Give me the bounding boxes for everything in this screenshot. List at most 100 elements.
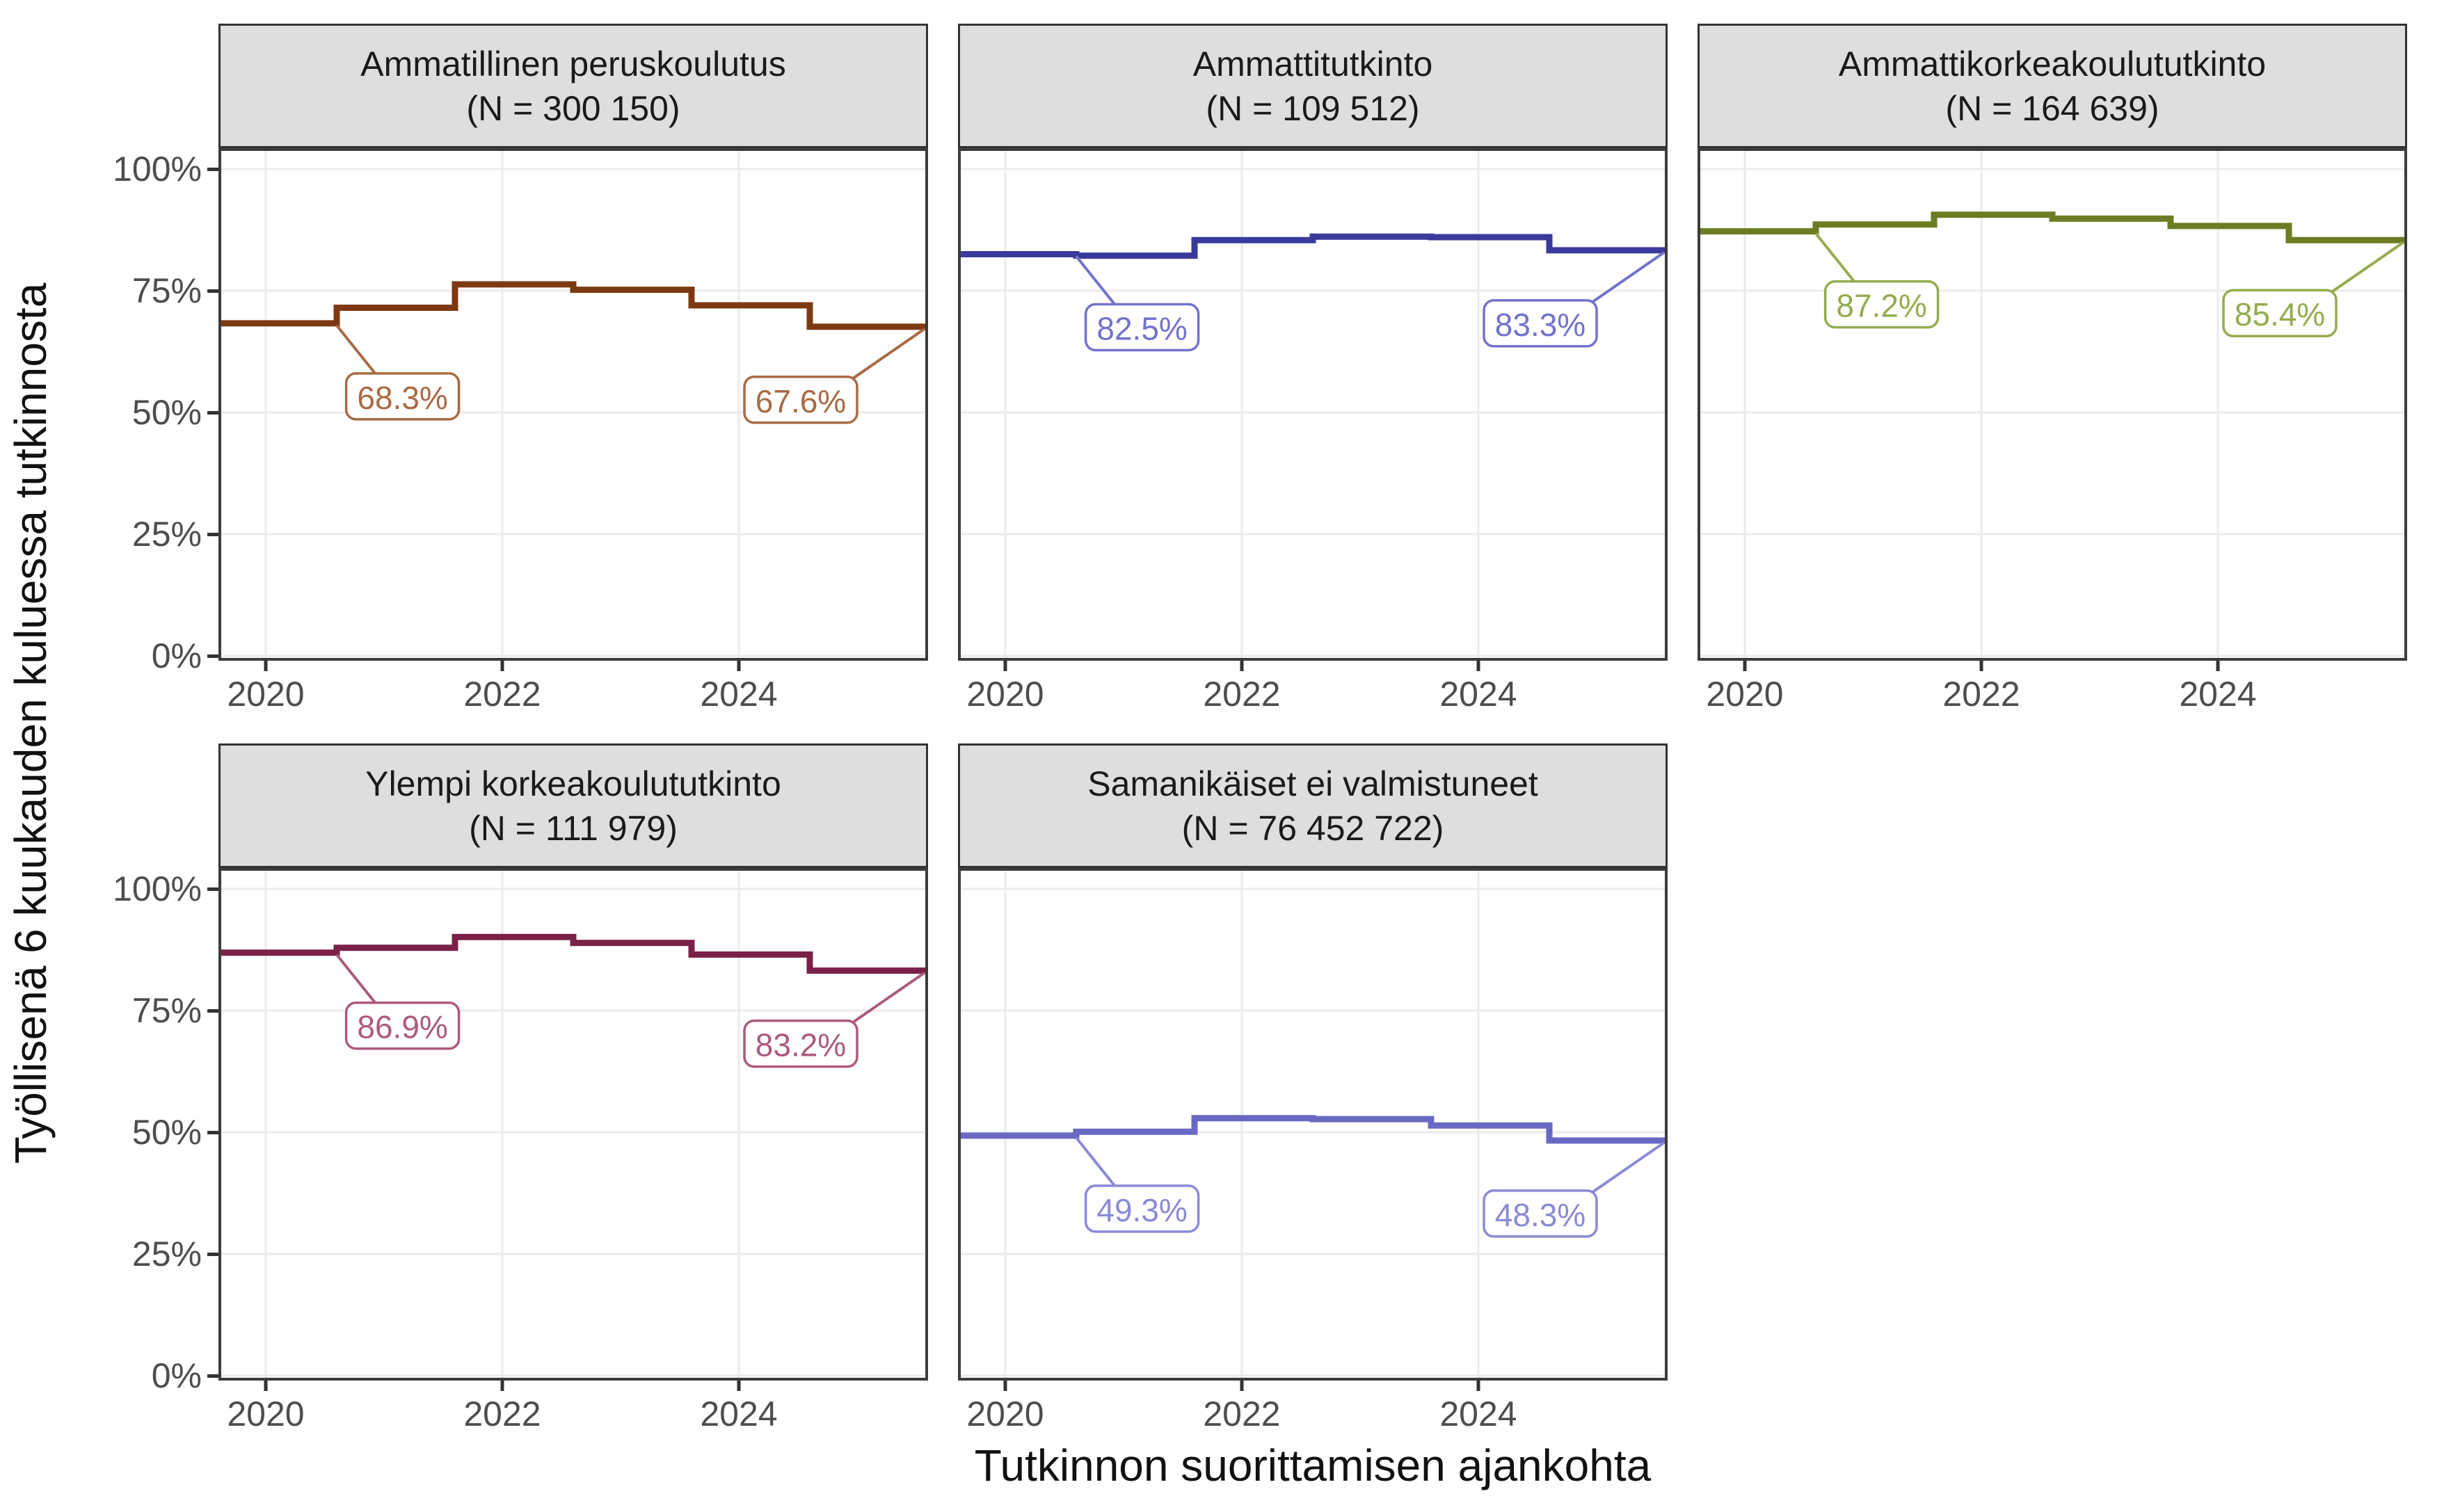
callout-leader	[1590, 1141, 1666, 1194]
step-line	[958, 233, 1666, 259]
y-tick-label: 0%	[151, 1356, 202, 1395]
step-line	[218, 281, 926, 330]
panel-border	[958, 148, 1668, 661]
callout-label: 85.4%	[2235, 296, 2325, 332]
panel-border	[1698, 148, 2407, 661]
facet-n-label: (N = 76 452 722)	[1181, 808, 1444, 848]
y-tick-label: 50%	[131, 393, 202, 432]
callout-leader	[1075, 255, 1118, 307]
facet-title: Ammattitutkinto	[1192, 44, 1433, 83]
facet-n-label: (N = 300 150)	[466, 88, 680, 128]
y-tick-label: 25%	[131, 515, 202, 554]
panel-background	[958, 148, 1668, 661]
x-tick-label: 2020	[227, 1394, 305, 1433]
callout-leader	[335, 954, 378, 1006]
callout-label: 86.9%	[357, 1009, 447, 1045]
y-tick-label: 50%	[131, 1113, 202, 1152]
y-tick-mark	[207, 411, 218, 415]
x-tick-label: 2020	[966, 675, 1044, 714]
facet-title: Ammatillinen peruskoulutus	[360, 44, 786, 83]
facet-n-label: (N = 109 512)	[1206, 88, 1420, 128]
callout-box	[344, 372, 461, 421]
callout-label: 49.3%	[1096, 1192, 1187, 1228]
callout-box	[1084, 1184, 1200, 1233]
facet-title: Ammattikorkeakoulututkinto	[1838, 44, 2267, 83]
callout-leader	[851, 328, 926, 380]
x-tick-label: 2022	[463, 1394, 541, 1433]
y-tick-label: 100%	[113, 869, 202, 908]
y-tick-label: 0%	[151, 636, 202, 675]
facet-title: Ylempi korkeakoulututkinto	[365, 764, 781, 803]
x-tick-label: 2022	[1203, 675, 1281, 714]
callout-box	[344, 1001, 461, 1050]
x-tick-label: 2020	[1706, 675, 1784, 714]
callout-label: 67.6%	[756, 383, 846, 419]
facet-plot: 86.9% 83.2%	[218, 868, 928, 1391]
x-axis-title: Tutkinnon suorittamisen ajankohta	[974, 1440, 1652, 1490]
y-tick-label: 100%	[113, 150, 202, 188]
callout-leader	[1590, 251, 1666, 304]
callout-leader	[1814, 232, 1858, 284]
facet-plot: 82.5% 83.3%	[958, 148, 1668, 671]
panel-background	[1698, 148, 2407, 661]
facet-plot: 49.3% 48.3%	[958, 868, 1668, 1391]
step-line	[218, 933, 926, 974]
facet-strip: Ammattikorkeakoulututkinto (N = 164 639)	[1698, 24, 2407, 148]
step-line	[1698, 211, 2405, 243]
callout-label: 83.2%	[756, 1027, 846, 1063]
panel-border	[958, 868, 1668, 1381]
y-tick-mark	[207, 1253, 218, 1256]
y-tick-mark	[207, 654, 218, 658]
x-tick-label: 2024	[700, 1394, 778, 1433]
y-tick-mark	[207, 289, 218, 293]
y-tick-mark	[207, 1009, 218, 1013]
x-tick-label: 2024	[1439, 1394, 1517, 1433]
facet-plot: 68.3% 67.6%	[218, 148, 928, 671]
callout-box	[743, 1019, 858, 1068]
y-tick-mark	[207, 168, 218, 171]
facet-strip: Ammattitutkinto (N = 109 512)	[958, 24, 1668, 148]
panel-background	[958, 868, 1668, 1381]
callout-box	[743, 376, 858, 424]
callout-label: 83.3%	[1495, 307, 1586, 343]
callout-label: 48.3%	[1495, 1197, 1586, 1233]
callout-leader	[1075, 1136, 1118, 1189]
x-tick-label: 2020	[966, 1394, 1044, 1433]
y-tick-mark	[207, 1374, 218, 1378]
callout-box	[1483, 299, 1598, 348]
facet-n-label: (N = 111 979)	[469, 808, 678, 848]
callout-label: 87.2%	[1836, 288, 1926, 324]
callout-box	[1823, 280, 1940, 329]
x-tick-label: 2024	[2179, 675, 2257, 714]
facet-n-label: (N = 164 639)	[1945, 88, 2159, 128]
callout-leader	[335, 324, 378, 377]
y-tick-label: 75%	[131, 991, 202, 1030]
facet-strip: Ammatillinen peruskoulutus (N = 300 150)	[218, 24, 928, 148]
y-tick-mark	[207, 1131, 218, 1134]
x-tick-label: 2024	[1439, 675, 1517, 714]
callout-label: 68.3%	[357, 380, 447, 416]
callout-box	[1483, 1189, 1598, 1238]
callout-leader	[2330, 241, 2405, 293]
facet-strip: Ylempi korkeakoulututkinto (N = 111 979)	[218, 743, 928, 868]
x-tick-label: 2022	[463, 675, 541, 714]
y-tick-mark	[207, 887, 218, 891]
step-line	[958, 1115, 1666, 1144]
x-tick-label: 2024	[700, 675, 778, 714]
panel-border	[218, 868, 928, 1381]
y-tick-label: 25%	[131, 1234, 202, 1273]
panel-border	[218, 148, 928, 661]
x-tick-label: 2022	[1203, 1394, 1281, 1433]
facet-title: Samanikäiset ei valmistuneet	[1087, 764, 1538, 803]
facet-strip: Samanikäiset ei valmistuneet (N = 76 452 …	[958, 743, 1668, 868]
callout-label: 82.5%	[1096, 311, 1187, 347]
callout-leader	[851, 971, 926, 1024]
x-tick-label: 2022	[1942, 675, 2020, 714]
callout-box	[1084, 303, 1200, 352]
facet-plot: 87.2% 85.4%	[1698, 148, 2407, 671]
y-tick-label: 75%	[131, 271, 202, 310]
callout-box	[2222, 289, 2338, 337]
x-tick-label: 2020	[227, 675, 305, 714]
y-tick-mark	[207, 533, 218, 536]
